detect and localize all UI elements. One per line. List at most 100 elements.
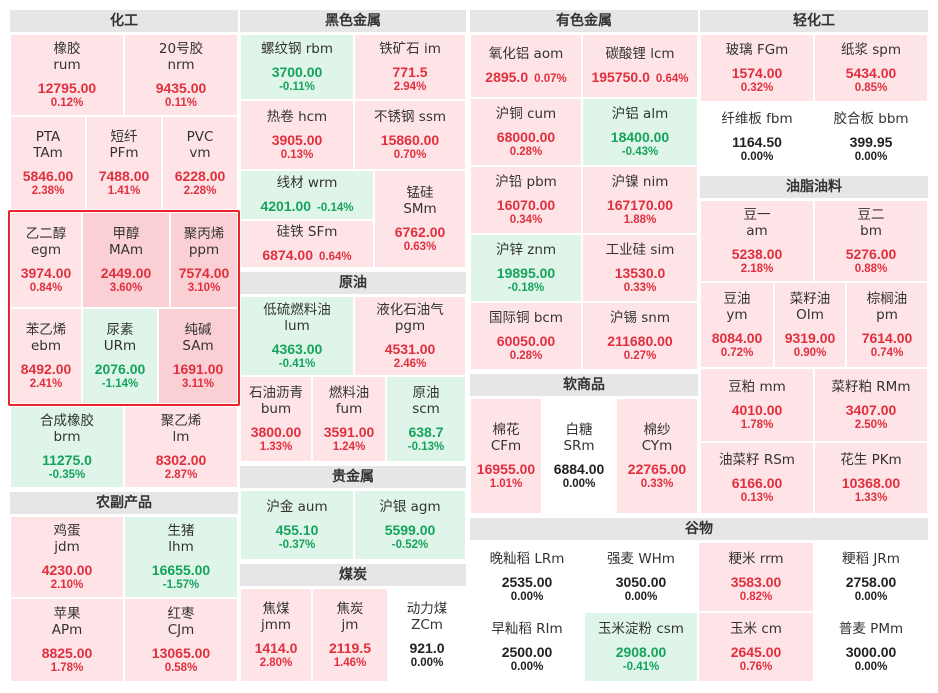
tile-SAm[interactable]: 纯碱 SAm 1691.00 3.11% <box>158 308 238 404</box>
tile-WHm[interactable]: 强麦 WHm 3050.00 0.00% <box>584 542 698 612</box>
tile-LRm[interactable]: 晚籼稻 LRm 2535.00 0.00% <box>470 542 584 612</box>
tile-alm[interactable]: 沪铝 alm 18400.00 -0.43% <box>582 98 698 166</box>
tile-rbm[interactable]: 螺纹钢 rbm 3700.00 -0.11% <box>240 34 354 100</box>
tile-lcm[interactable]: 碳酸锂 lcm 195750.0 0.64% <box>582 34 698 98</box>
tile-ssm[interactable]: 不锈钢 ssm 15860.00 0.70% <box>354 100 466 170</box>
tile-ym[interactable]: 豆油 ym 8084.00 0.72% <box>700 282 774 368</box>
last-price: 4230.00 <box>41 561 93 578</box>
last-price: 211680.00 <box>607 332 673 349</box>
contract-cn-name: 晚籼稻 <box>489 550 531 567</box>
tile-vm[interactable]: PVC vm 6228.00 2.28% <box>162 116 238 210</box>
tile-znm[interactable]: 沪锌 znm 19895.00 -0.18% <box>470 234 582 302</box>
tile-SFm[interactable]: 硅铁 SFm 6874.00 0.64% <box>240 220 374 268</box>
tile-SMm[interactable]: 锰硅 SMm 6762.00 0.63% <box>374 170 466 268</box>
contract-code: ym <box>726 306 748 323</box>
tile-lum[interactable]: 低硫燃料油 lum 4363.00 -0.41% <box>240 296 354 376</box>
contract-name: 普麦 PMm <box>839 621 903 637</box>
contract-name: 沪锌 znm <box>496 242 556 258</box>
contract-name: 豆二 bm <box>858 207 885 239</box>
contract-code: SMm <box>403 200 437 217</box>
tile-snm[interactable]: 沪锡 snm 211680.00 0.27% <box>582 302 698 370</box>
tile-rum[interactable]: 橡胶 rum 12795.00 0.12% <box>10 34 124 116</box>
contract-code: scm <box>412 400 440 417</box>
tile-aom[interactable]: 氧化铝 aom 2895.0 0.07% <box>470 34 582 98</box>
tile-RIm[interactable]: 早籼稻 RIm 2500.00 0.00% <box>470 612 584 682</box>
change-percent: 2.87% <box>164 468 198 481</box>
contract-code: jdm <box>54 538 80 555</box>
tile-fbm[interactable]: 纤维板 fbm 1164.50 0.00% <box>700 102 814 172</box>
tile-MAm[interactable]: 甲醇 MAm 2449.00 3.60% <box>82 212 170 308</box>
tile-sim[interactable]: 工业硅 sim 13530.0 0.33% <box>582 234 698 302</box>
tile-CFm[interactable]: 棉花 CFm 16955.00 1.01% <box>470 398 542 514</box>
tile-CJm[interactable]: 红枣 CJm 13065.00 0.58% <box>124 598 238 682</box>
tile-ebm[interactable]: 苯乙烯 ebm 8492.00 2.41% <box>10 308 82 404</box>
tile-jdm[interactable]: 鸡蛋 jdm 4230.00 2.10% <box>10 516 124 598</box>
tile-agm[interactable]: 沪银 agm 5599.00 -0.52% <box>354 490 466 560</box>
tile-PMm[interactable]: 普麦 PMm 3000.00 0.00% <box>814 612 928 682</box>
tile-rrm[interactable]: 粳米 rrm 3583.00 0.82% <box>698 542 814 612</box>
tile-pbm[interactable]: 沪铅 pbm 16070.00 0.34% <box>470 166 582 234</box>
tile-mm[interactable]: 豆粕 mm 4010.00 1.78% <box>700 368 814 442</box>
tile-hcm[interactable]: 热卷 hcm 3905.00 0.13% <box>240 100 354 170</box>
contract-cn-name: 沪铜 <box>495 105 523 122</box>
contract-name: 甲醇 MAm <box>109 226 143 258</box>
tile-jmm[interactable]: 焦煤 jmm 1414.0 2.80% <box>240 588 312 682</box>
tile-SRm[interactable]: 白糖 SRm 6884.00 0.00% <box>542 398 616 514</box>
change-percent: 2.18% <box>740 262 774 275</box>
tile-PFm[interactable]: 短纤 PFm 7488.00 1.41% <box>86 116 162 210</box>
tile-ppm[interactable]: 聚丙烯 ppm 7574.00 3.10% <box>170 212 238 308</box>
tile-bm[interactable]: 豆二 bm 5276.00 0.88% <box>814 200 928 282</box>
contract-cn-name: 强麦 <box>607 550 635 567</box>
tile-cm[interactable]: 玉米 cm 2645.00 0.76% <box>698 612 814 682</box>
tile-OIm[interactable]: 菜籽油 OIm 9319.00 0.90% <box>774 282 846 368</box>
tile-RMm[interactable]: 菜籽粕 RMm 3407.00 2.50% <box>814 368 928 442</box>
contract-name: 尿素 URm <box>104 322 136 354</box>
contract-code: znm <box>527 241 557 258</box>
tile-egm[interactable]: 乙二醇 egm 3974.00 0.84% <box>10 212 82 308</box>
selection-highlight <box>8 210 240 406</box>
change-percent: -0.41% <box>278 357 316 370</box>
tile-wrm[interactable]: 线材 wrm 4201.00 -0.14% <box>240 170 374 220</box>
last-price: 2645.00 <box>730 643 782 660</box>
tile-jm[interactable]: 焦炭 jm 2119.5 1.46% <box>312 588 388 682</box>
tile-TAm[interactable]: PTA TAm 5846.00 2.38% <box>10 116 86 210</box>
contract-code: nim <box>642 173 669 190</box>
tile-URm[interactable]: 尿素 URm 2076.00 -1.14% <box>82 308 158 404</box>
tile-scm[interactable]: 原油 scm 638.7 -0.13% <box>386 376 466 462</box>
tile-nim[interactable]: 沪镍 nim 167170.00 1.88% <box>582 166 698 234</box>
tile-aum[interactable]: 沪金 aum 455.10 -0.37% <box>240 490 354 560</box>
change-percent: 0.28% <box>509 145 543 158</box>
tile-FGm[interactable]: 玻璃 FGm 1574.00 0.32% <box>700 34 814 102</box>
tile-bum[interactable]: 石油沥青 bum 3800.00 1.33% <box>240 376 312 462</box>
tile-JRm[interactable]: 粳稻 JRm 2758.00 0.00% <box>814 542 928 612</box>
tile-spm[interactable]: 纸浆 spm 5434.00 0.85% <box>814 34 928 102</box>
tile-lm[interactable]: 聚乙烯 lm 8302.00 2.87% <box>124 406 238 488</box>
tile-bcm[interactable]: 国际铜 bcm 60050.00 0.28% <box>470 302 582 370</box>
tile-am[interactable]: 豆一 am 5238.00 2.18% <box>700 200 814 282</box>
tile-cum[interactable]: 沪铜 cum 68000.00 0.28% <box>470 98 582 166</box>
last-price: 7614.00 <box>861 329 913 346</box>
last-price: 2119.5 <box>328 639 372 656</box>
change-percent: 0.33% <box>640 477 674 490</box>
tile-nrm[interactable]: 20号胶 nrm 9435.00 0.11% <box>124 34 238 116</box>
tile-CYm[interactable]: 棉纱 CYm 22765.00 0.33% <box>616 398 698 514</box>
last-price: 8825.00 <box>41 644 93 661</box>
section-farm: 农副产品 <box>10 492 238 682</box>
contract-code: mm <box>759 378 786 395</box>
tile-im[interactable]: 铁矿石 im 771.5 2.94% <box>354 34 466 100</box>
tile-csm[interactable]: 玉米淀粉 csm 2908.00 -0.41% <box>584 612 698 682</box>
last-price: 921.0 <box>409 639 445 656</box>
tile-lhm[interactable]: 生猪 lhm 16655.00 -1.57% <box>124 516 238 598</box>
tile-bbm[interactable]: 胶合板 bbm 399.95 0.00% <box>814 102 928 172</box>
tile-pm[interactable]: 棕榈油 pm 7614.00 0.74% <box>846 282 928 368</box>
contract-code: agm <box>410 498 441 515</box>
tile-APm[interactable]: 苹果 APm 8825.00 1.78% <box>10 598 124 682</box>
tile-ZCm[interactable]: 动力煤 ZCm 921.0 0.00% <box>388 588 466 682</box>
tile-fum[interactable]: 燃料油 fum 3591.00 1.24% <box>312 376 386 462</box>
contract-cn-name: 豆油 <box>723 290 751 307</box>
tile-pgm[interactable]: 液化石油气 pgm 4531.00 2.46% <box>354 296 466 376</box>
change-percent: 0.00% <box>562 477 596 490</box>
tile-PKm[interactable]: 花生 PKm 10368.00 1.33% <box>814 442 928 514</box>
tile-brm[interactable]: 合成橡胶 brm 11275.0 -0.35% <box>10 406 124 488</box>
tile-RSm[interactable]: 油菜籽 RSm 6166.00 0.13% <box>700 442 814 514</box>
